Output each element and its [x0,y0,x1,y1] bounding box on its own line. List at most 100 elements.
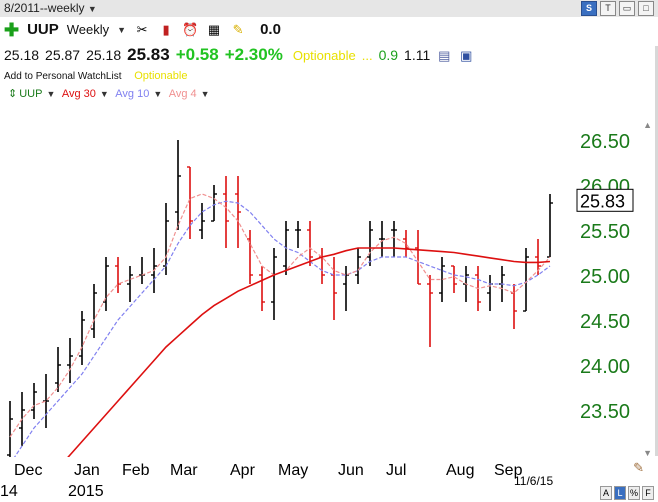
f-icon[interactable]: F [642,486,654,500]
save-icon[interactable]: ▣ [460,48,473,63]
year-label: 14 [0,483,18,500]
value-green: 0.9 [378,47,399,63]
window-title[interactable]: 8/2011--weekly ▼ [4,1,97,15]
ohlc-bar [235,176,241,248]
low-price: 25.18 [86,47,122,63]
date-label: 11/6/15 [514,474,553,488]
x-tick-label: Jul [386,462,406,479]
ohlc-bar [355,248,361,284]
ohlc-bar [307,221,313,266]
ohlc-bar [55,347,61,392]
ohlc-bar [31,383,37,419]
quote-header: ✚ UUP Weekly ▼ ✂ ▮ ⏰ ▦ ✎ 0.0 25.18 25.87… [0,17,658,87]
ohlc-bar [43,374,49,428]
bar-chart-icon[interactable]: ▮ [162,21,170,37]
x-tick-label: May [278,462,308,479]
ohlc-bar [451,265,457,293]
zero-value: 0.0 [260,21,281,38]
ohlc-bar [163,203,169,275]
last-price-box [576,188,634,212]
a-icon[interactable]: A [600,486,612,500]
ma10-line [13,200,551,457]
legend-ma30[interactable]: Avg 30 [61,88,96,100]
s-icon[interactable]: S [581,1,597,16]
ohlc-bar [211,185,217,222]
ohlc-bar [7,401,13,457]
y-tick-label: 23.50 [580,401,630,423]
y-tick-label: 25.00 [580,266,630,288]
calculator-icon[interactable]: ▦ [207,21,221,37]
last-price: 25.83 [127,45,170,64]
ohlc-bar [487,275,493,311]
ohlc-bar [403,230,409,257]
ohlc-bar [367,221,373,266]
add-plus-icon[interactable]: ✚ [4,19,20,40]
legend-ma10-caret[interactable]: ▼ [153,89,163,99]
legend-ma10[interactable]: Avg 10 [115,88,150,100]
period-select[interactable]: Weekly [66,22,110,37]
ohlc-bar [175,140,181,230]
ellipsis: ... [361,48,373,63]
ohlc-bar [427,275,433,347]
x-tick-label: Sep [494,462,523,479]
vertical-scrollbar[interactable] [655,46,658,456]
bottom-toolbar: A L % F [600,486,654,500]
legend-ma4[interactable]: Avg 4 [168,88,197,100]
database-icon[interactable]: ▤ [438,48,451,63]
maximize-icon[interactable]: □ [638,1,654,16]
legend-ma30-caret[interactable]: ▼ [99,89,109,99]
legend-ma4-caret[interactable]: ▼ [200,89,210,99]
price-change: +0.58 [175,45,219,64]
ohlc-bar [199,203,205,239]
ohlc-bar [223,176,229,248]
alarm-clock-icon[interactable]: ⏰ [182,21,199,37]
ohlc-bar [319,248,325,284]
ma4-line [9,193,551,438]
t-icon[interactable]: T [600,1,616,16]
ohlc-bar [523,248,529,312]
y-tick-label: 24.00 [580,356,630,378]
scroll-up-icon[interactable]: ▲ [643,120,652,130]
ohlc-bar [271,248,277,320]
ohlc-bar [127,266,133,302]
ohlc-bar [295,221,301,248]
chevron-down-icon[interactable]: ▼ [117,24,127,35]
legend-symbol-caret[interactable]: ▼ [46,89,56,99]
ohlc-bar [331,257,337,320]
ohlc-bar [415,230,421,285]
percent-icon[interactable]: % [628,486,640,500]
legend-symbol[interactable]: UUP [19,88,43,100]
ohlc-bar [247,230,253,284]
x-tick-label: Jan [74,462,100,479]
ohlc-bar [79,311,85,365]
last-price-label: 25.83 [580,191,625,211]
add-watchlist-link[interactable]: Add to Personal WatchList [4,71,122,82]
optionable-label: Optionable [292,48,356,63]
price-chart[interactable]: 26.5026.0025.5025.0024.5024.0023.5025.83… [0,103,658,502]
optionable-label-2: Optionable [134,70,188,82]
ohlc-bar [115,257,121,293]
tools-icon[interactable]: ✂ [136,21,148,37]
note-icon[interactable]: ✎ [232,21,244,37]
x-tick-label: Feb [122,462,150,479]
pencil-icon[interactable]: ✎ [633,460,644,475]
symbol-label[interactable]: UUP [27,21,59,38]
ohlc-bar [139,257,145,284]
y-tick-label: 26.50 [580,131,630,153]
year-label: 2015 [68,483,104,500]
l-icon[interactable]: L [614,486,626,500]
y-tick-label: 25.50 [580,221,630,243]
ohlc-bar [103,257,109,311]
ohlc-bar [259,266,265,311]
ohlc-bar [439,257,445,302]
ohlc-bar [547,194,553,258]
title-bar: 8/2011--weekly ▼ S T ▭ □ [0,0,658,18]
x-tick-label: Apr [230,462,256,479]
indicator-legend: ⇕ UUP ▼ Avg 30 ▼ Avg 10 ▼ Avg 4 ▼ [0,87,658,103]
scroll-down-icon[interactable]: ▼ [643,448,652,458]
expand-icon[interactable]: ⇕ [8,88,18,100]
ohlc-bar [343,266,349,311]
ohlc-bar [67,338,73,383]
minimize-icon[interactable]: ▭ [619,1,635,16]
ohlc-bar [391,221,397,257]
